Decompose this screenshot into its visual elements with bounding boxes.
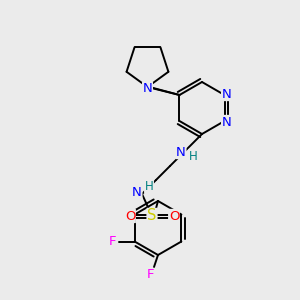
Text: N: N xyxy=(222,88,231,100)
Text: H: H xyxy=(189,149,197,163)
Text: S: S xyxy=(147,208,157,224)
Text: F: F xyxy=(109,235,116,248)
Text: N: N xyxy=(176,146,186,158)
Text: H: H xyxy=(145,179,153,193)
Text: F: F xyxy=(146,268,154,281)
Text: O: O xyxy=(169,209,179,223)
Text: N: N xyxy=(142,82,152,95)
Text: N: N xyxy=(222,116,231,128)
Text: N: N xyxy=(132,185,142,199)
Text: O: O xyxy=(125,209,135,223)
